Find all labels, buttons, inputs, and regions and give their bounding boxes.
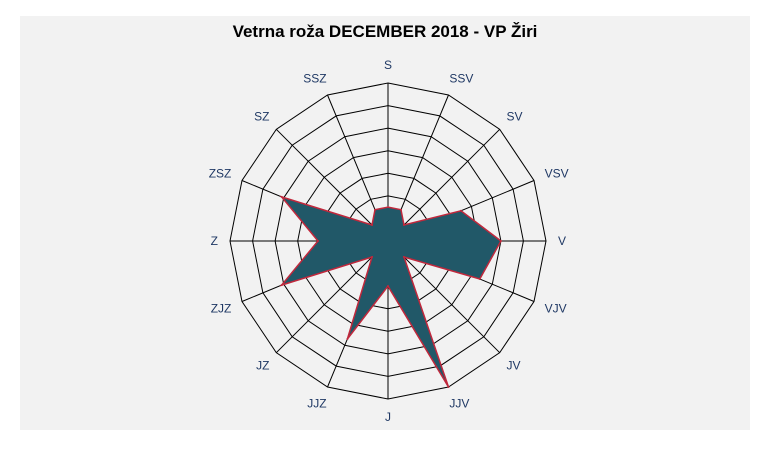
- spoke-JV: [387, 240, 501, 354]
- direction-label-Z: Z: [211, 234, 218, 248]
- data-point-ZSZ: [280, 195, 283, 198]
- data-point-SSZ: [374, 208, 376, 211]
- chart-area: Vetrna roža DECEMBER 2018 - VP Žiri S SSV…: [20, 16, 750, 430]
- direction-label-SZ: SZ: [254, 110, 269, 124]
- direction-label-JJZ: JJZ: [307, 397, 326, 411]
- direction-label-V: V: [558, 234, 566, 248]
- direction-label-S: S: [384, 58, 392, 72]
- data-point-S: [387, 206, 389, 209]
- direction-label-VJV: VJV: [545, 301, 567, 315]
- spoke-JZ: [275, 240, 389, 354]
- data-point-ZJZ: [280, 284, 283, 287]
- data-point-JJZ: [346, 338, 349, 340]
- data-point-SV: [403, 224, 405, 226]
- chart-title: Vetrna roža DECEMBER 2018 - VP Žiri: [232, 22, 538, 41]
- data-point-J: [387, 285, 389, 288]
- radar-chart: S SSV SV VSV V VJV JV JJV J JJZ JZ ZJZ Z ZSZ SZ SSZ: [209, 58, 569, 424]
- data-point-JJV: [447, 386, 450, 388]
- direction-label-JV: JV: [507, 359, 521, 373]
- data-point-SZ: [371, 224, 373, 226]
- direction-label-VSV: VSV: [545, 167, 569, 181]
- data-point-SSV: [400, 208, 402, 211]
- direction-label-ZJZ: ZJZ: [211, 301, 232, 315]
- direction-label-JJV: JJV: [449, 397, 469, 411]
- series-area: [279, 195, 502, 388]
- data-point-VSV: [460, 209, 462, 212]
- data-point-Z: [317, 240, 319, 242]
- spoke-SV: [387, 128, 501, 242]
- direction-label-J: J: [385, 410, 391, 424]
- direction-label-ZSZ: ZSZ: [209, 167, 232, 181]
- data-point-V: [499, 240, 502, 242]
- data-point-JZ: [371, 256, 373, 258]
- spoke-SZ: [275, 128, 389, 242]
- direction-label-SSZ: SSZ: [303, 71, 326, 85]
- direction-label-JZ: JZ: [256, 359, 269, 373]
- data-point-JV: [403, 256, 405, 258]
- direction-label-SV: SV: [507, 110, 523, 124]
- direction-label-SSV: SSV: [449, 71, 473, 85]
- data-point-VJV: [478, 278, 481, 280]
